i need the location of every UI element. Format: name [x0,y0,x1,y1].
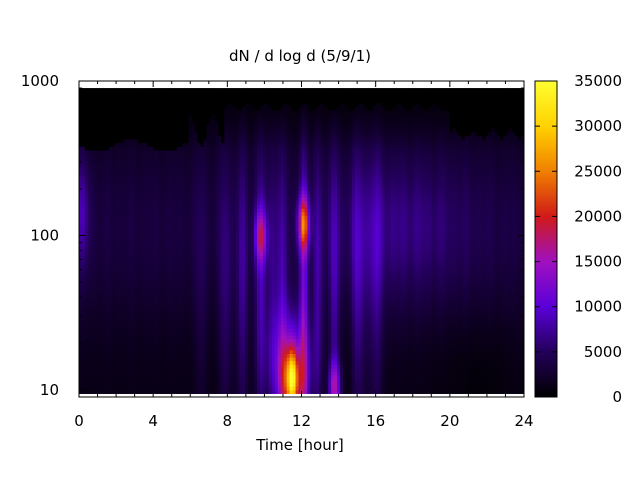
heatmap-cells [79,88,525,394]
chart-title: dN / d log d (5/9/1) [229,47,371,65]
